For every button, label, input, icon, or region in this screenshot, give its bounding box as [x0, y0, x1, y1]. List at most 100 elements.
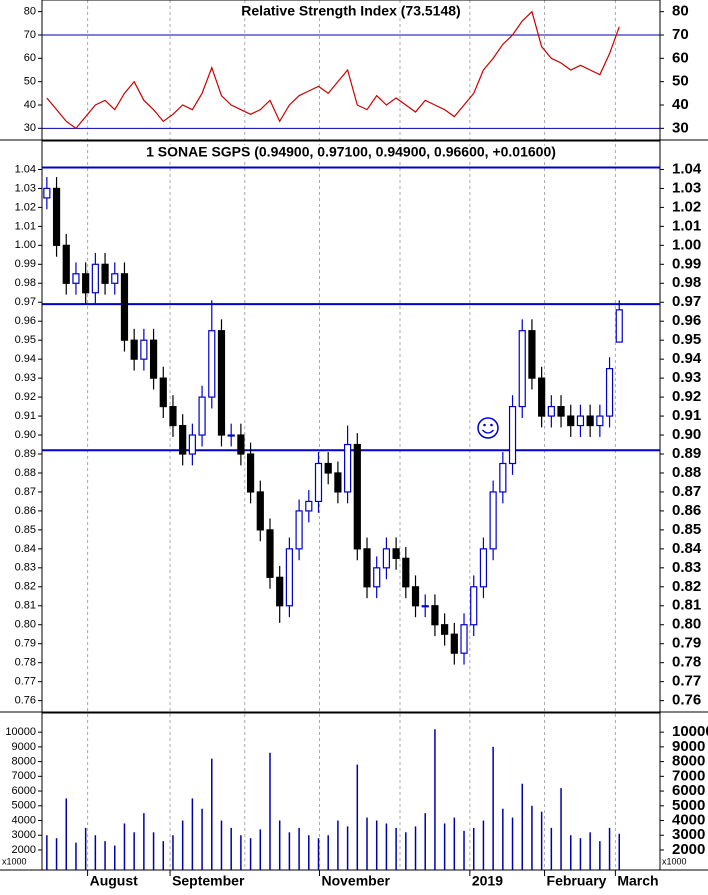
y-tick-label-right: 0.88: [672, 464, 701, 481]
y-tick-label-right: 3000: [672, 826, 705, 843]
y-tick-label-right: 0.78: [672, 654, 701, 671]
y-tick-label-right: 0.93: [672, 369, 701, 386]
y-tick-label-left: 0.89: [15, 448, 36, 460]
candle-body: [421, 605, 429, 608]
candle-body: [285, 548, 293, 607]
candle-body: [353, 443, 361, 550]
candle-body: [596, 415, 604, 427]
candle-body: [450, 633, 458, 654]
unit-label-left: x1000: [2, 856, 27, 866]
y-tick-label-left: 7000: [12, 770, 36, 782]
y-tick-label-right: 0.77: [672, 673, 701, 690]
y-tick-label-left: 70: [24, 29, 36, 41]
x-tick-label: November: [321, 873, 390, 889]
candle-body: [586, 415, 594, 427]
candle-body: [43, 187, 51, 199]
y-tick-label-left: 10000: [5, 726, 36, 738]
candle-body: [499, 462, 507, 493]
candle-body: [576, 415, 585, 427]
candle-body: [344, 443, 352, 493]
candle-body: [567, 415, 575, 427]
y-tick-label-right: 30: [672, 119, 689, 136]
candle-body: [217, 330, 226, 436]
candle-body: [324, 462, 332, 474]
y-tick-label-left: 1.01: [15, 220, 36, 232]
candle-body: [314, 462, 323, 503]
y-tick-label-right: 0.96: [672, 312, 701, 329]
x-tick-label: September: [172, 873, 245, 889]
y-tick-label-left: 0.95: [15, 334, 36, 346]
y-tick-label-left: 3000: [12, 829, 36, 841]
y-tick-label-left: 0.96: [15, 315, 36, 327]
candle-body: [460, 624, 468, 654]
y-tick-label-right: 1.04: [672, 160, 702, 177]
y-tick-label-left: 0.77: [15, 676, 36, 688]
candle-body: [72, 273, 80, 284]
y-tick-label-right: 1.03: [672, 179, 701, 196]
candle-body: [208, 330, 216, 398]
candle-body: [130, 339, 138, 360]
candle-body: [140, 339, 148, 360]
candle-body: [547, 405, 555, 417]
y-tick-label-left: 0.86: [15, 505, 36, 517]
y-tick-label-right: 8000: [672, 753, 705, 770]
y-tick-label-left: 30: [24, 122, 36, 134]
y-tick-label-left: 1.03: [15, 182, 36, 194]
panel-title: Relative Strength Index (73.5148): [241, 3, 460, 19]
y-tick-label-left: 0.88: [15, 467, 36, 479]
candle-body: [441, 624, 449, 635]
candle-body: [528, 330, 536, 379]
y-tick-label-right: 60: [672, 49, 689, 66]
candle-body: [305, 500, 313, 512]
y-tick-label-right: 70: [672, 26, 689, 43]
y-tick-label-right: 0.84: [672, 540, 702, 557]
y-tick-label-left: 0.92: [15, 391, 36, 403]
candle-body: [479, 548, 488, 588]
y-tick-label-left: 0.94: [15, 353, 36, 365]
candle-body: [518, 330, 526, 408]
candle-body: [62, 244, 70, 284]
candle-body: [538, 377, 546, 417]
y-tick-label-right: 40: [672, 96, 689, 113]
y-tick-label-left: 0.91: [15, 410, 36, 422]
y-tick-label-right: 0.85: [672, 521, 701, 538]
y-tick-label-right: 0.97: [672, 293, 701, 310]
candle-body: [392, 548, 400, 559]
candle-body: [101, 263, 109, 284]
candle-body: [411, 586, 420, 607]
unit-label-right: x1000: [662, 856, 687, 866]
y-tick-label-left: 0.80: [15, 619, 36, 631]
candle-body: [120, 273, 129, 341]
candle-body: [227, 434, 235, 437]
y-tick-label-right: 6000: [672, 782, 705, 799]
y-tick-label-left: 0.87: [15, 486, 36, 498]
y-tick-label-right: 0.81: [672, 597, 701, 614]
candle-body: [198, 396, 206, 436]
y-tick-label-left: 0.76: [15, 695, 36, 707]
candle-body: [615, 309, 623, 343]
y-tick-label-right: 0.94: [672, 350, 702, 367]
candle-body: [169, 405, 177, 427]
y-tick-label-left: 1.04: [15, 163, 36, 175]
y-tick-label-right: 0.87: [672, 483, 701, 500]
y-tick-label-right: 0.83: [672, 559, 701, 576]
y-tick-label-right: 0.82: [672, 578, 701, 595]
x-tick-label: March: [617, 873, 658, 889]
y-tick-label-left: 8000: [12, 756, 36, 768]
y-tick-label-left: 5000: [12, 800, 36, 812]
y-tick-label-left: 4000: [12, 814, 36, 826]
y-tick-label-right: 50: [672, 73, 689, 90]
candle-body: [431, 605, 439, 626]
y-tick-label-left: 1.02: [15, 201, 36, 213]
y-tick-label-right: 9000: [672, 738, 705, 755]
y-tick-label-left: 2000: [12, 844, 36, 856]
y-tick-label-right: 0.80: [672, 616, 701, 633]
rsi-line: [46, 10, 620, 130]
smiley-icon: [477, 417, 499, 439]
y-tick-label-left: 0.93: [15, 372, 36, 384]
y-tick-label-right: 1.00: [672, 236, 701, 253]
y-tick-label-right: 1.02: [672, 198, 701, 215]
candle-body: [402, 557, 410, 588]
candle-body: [246, 453, 255, 493]
